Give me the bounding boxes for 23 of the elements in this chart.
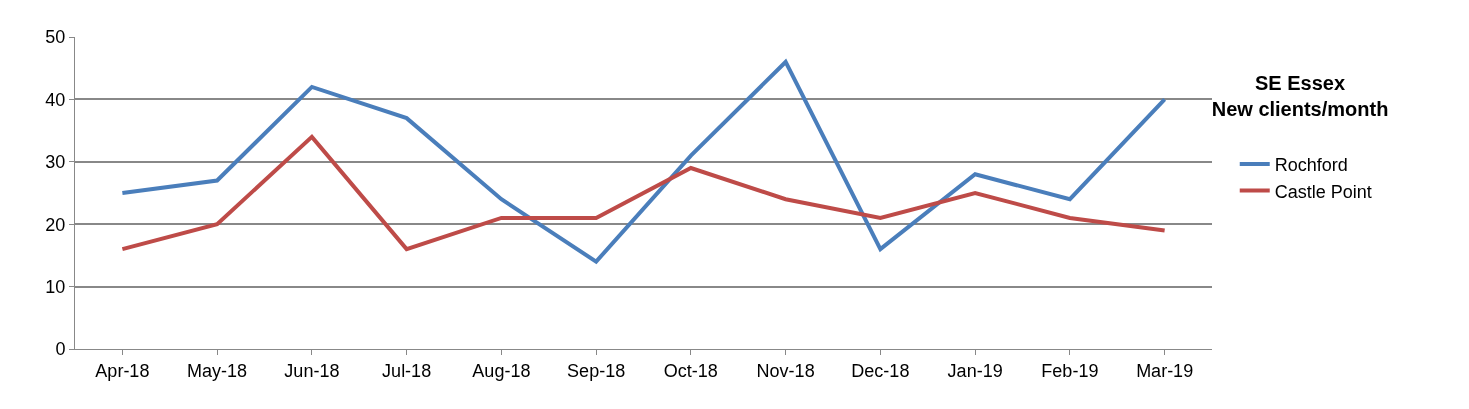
x-tick-label: Feb-19	[1041, 360, 1099, 381]
x-tick-label: May-18	[187, 360, 248, 381]
y-tick-label: 30	[45, 152, 66, 173]
legend-label: Castle Point	[1274, 181, 1372, 202]
x-tick-label: Jan-19	[947, 360, 1003, 381]
x-tick-label: Aug-18	[472, 360, 531, 381]
x-tick-label: Jun-18	[284, 360, 340, 381]
x-tick-label: Jul-18	[382, 360, 432, 381]
x-tick-label: Apr-18	[95, 360, 150, 381]
legend-label: Rochford	[1274, 155, 1348, 176]
y-tick-label: 50	[45, 27, 66, 48]
y-tick-label: 40	[45, 89, 66, 110]
text: SE Essex New clients/month	[1211, 71, 1389, 120]
line-series	[120, 59, 1167, 264]
x-tick-label: Dec-18	[851, 360, 910, 381]
y-tick-label: 10	[45, 276, 66, 297]
x-tick-label: Mar-19	[1136, 360, 1194, 381]
x-tick-label: Nov-18	[756, 360, 815, 381]
line-series	[120, 134, 1167, 252]
x-tick-label: Oct-18	[663, 360, 718, 381]
y-tick-label: 20	[45, 214, 66, 235]
y-tick-label: 0	[55, 339, 66, 360]
x-tick-label: Sep-18	[567, 360, 626, 381]
